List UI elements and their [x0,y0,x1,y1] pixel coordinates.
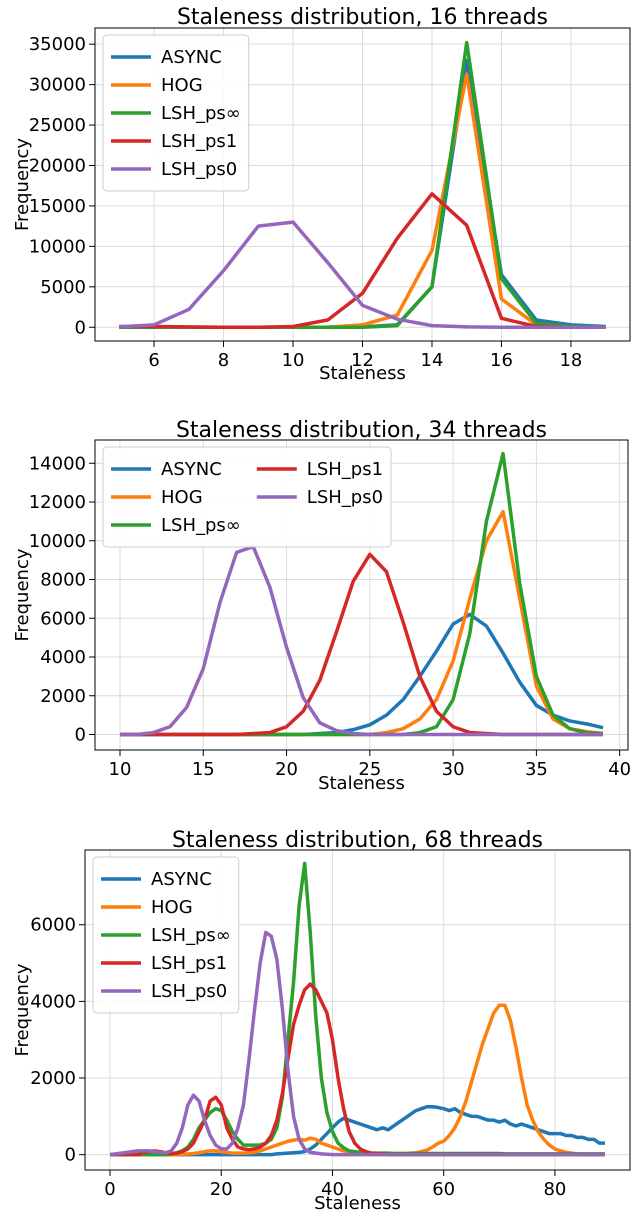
x-tick-label: 35 [525,759,548,780]
legend-label: LSH_ps∞ [161,103,241,124]
y-tick-label: 25000 [29,115,86,136]
y-tick-label: 14000 [29,453,86,474]
legend-label: LSH_ps∞ [161,515,241,536]
x-tick-label: 16 [490,350,513,371]
y-tick-label: 20000 [29,155,86,176]
x-tick-label: 80 [543,1179,566,1200]
legend-label: HOG [161,75,203,96]
legend-label: HOG [161,487,203,508]
series-line [119,220,606,329]
series-line [119,544,604,737]
chart-title: Staleness distribution, 68 threads [172,828,543,853]
axes-frame [94,27,631,342]
x-tick-label: 18 [559,350,582,371]
legend: ASYNC HOG LSH_ps∞ LSH_ps1 LSH_ps0 [102,446,392,548]
y-tick-label: 4000 [40,647,86,668]
x-tick-label: 20 [210,1179,233,1200]
y-tick-label: 8000 [40,570,86,591]
legend-label: LSH_ps1 [151,953,227,974]
legend: ASYNC HOG LSH_ps∞ LSH_ps1 LSH_ps0 [92,856,240,1014]
x-tick-label: 40 [321,1179,344,1200]
legend-box [102,446,392,548]
y-tick-label: 30000 [29,75,86,96]
chart-title: Staleness distribution, 34 threads [176,418,547,443]
x-tick-label: 6 [148,350,159,371]
legend-label: LSH_ps1 [307,459,383,480]
legend-box [102,34,250,192]
y-tick-label: 0 [65,1145,76,1166]
y-axis-label: Frequency [12,138,33,231]
y-tick-label: 2000 [30,1068,76,1089]
x-tick-label: 60 [432,1179,455,1200]
y-tick-label: 5000 [40,277,86,298]
y-axis-label: Frequency [12,548,33,641]
legend-label: LSH_ps∞ [151,925,231,946]
legend-label: LSH_ps1 [161,131,237,152]
legend-label: ASYNC [151,869,212,890]
axes-frame [94,439,629,751]
x-axis-label: Staleness [319,363,406,384]
series-line [109,930,605,1157]
x-tick-label: 20 [275,759,298,780]
x-tick-label: 10 [109,759,132,780]
y-tick-label: 0 [75,317,86,338]
x-tick-label: 40 [608,759,631,780]
legend: ASYNC HOG LSH_ps∞ LSH_ps1 LSH_ps0 [102,34,250,192]
x-tick-label: 30 [442,759,465,780]
series-line [119,192,606,329]
series-line [110,1003,605,1157]
y-tick-label: 6000 [40,608,86,629]
legend-label: LSH_ps0 [161,159,237,180]
legend-label: HOG [151,897,193,918]
x-tick-label: 14 [421,350,444,371]
x-tick-label: 0 [104,1179,115,1200]
x-tick-label: 15 [192,759,215,780]
chart-title: Staleness distribution, 16 threads [177,5,548,30]
axes-frame [84,849,631,1171]
y-tick-label: 35000 [29,34,86,55]
legend-label: ASYNC [161,47,222,68]
x-tick-label: 12 [351,350,374,371]
subplot: 0 5000 10000 15000 20000 25000 30000 35000 6 8 10 1… [12,5,631,384]
y-tick-label: 0 [75,725,86,746]
y-tick-label: 6000 [30,915,76,936]
x-tick-label: 25 [358,759,381,780]
x-axis-label: Staleness [318,773,405,794]
y-tick-label: 15000 [29,196,86,217]
legend-box [92,856,240,1014]
y-tick-label: 4000 [30,991,76,1012]
x-axis-label: Staleness [314,1193,401,1214]
y-tick-label: 10000 [29,531,86,552]
y-tick-label: 10000 [29,236,86,257]
y-axis-label: Frequency [12,963,33,1056]
legend-label: ASYNC [161,459,222,480]
x-tick-label: 8 [218,350,229,371]
series-line [119,612,604,737]
subplot: 0 2000 4000 6000 8000 10000 12000 14000 10 15 20 25… [12,418,631,794]
legend-label: LSH_ps0 [151,981,227,1002]
x-tick-label: 10 [282,350,305,371]
y-tick-label: 2000 [40,686,86,707]
y-tick-label: 12000 [29,492,86,513]
legend-label: LSH_ps0 [307,487,383,508]
subplot: 0 2000 4000 6000 0 20 40 60 80 Staleness distribu… [12,828,631,1214]
